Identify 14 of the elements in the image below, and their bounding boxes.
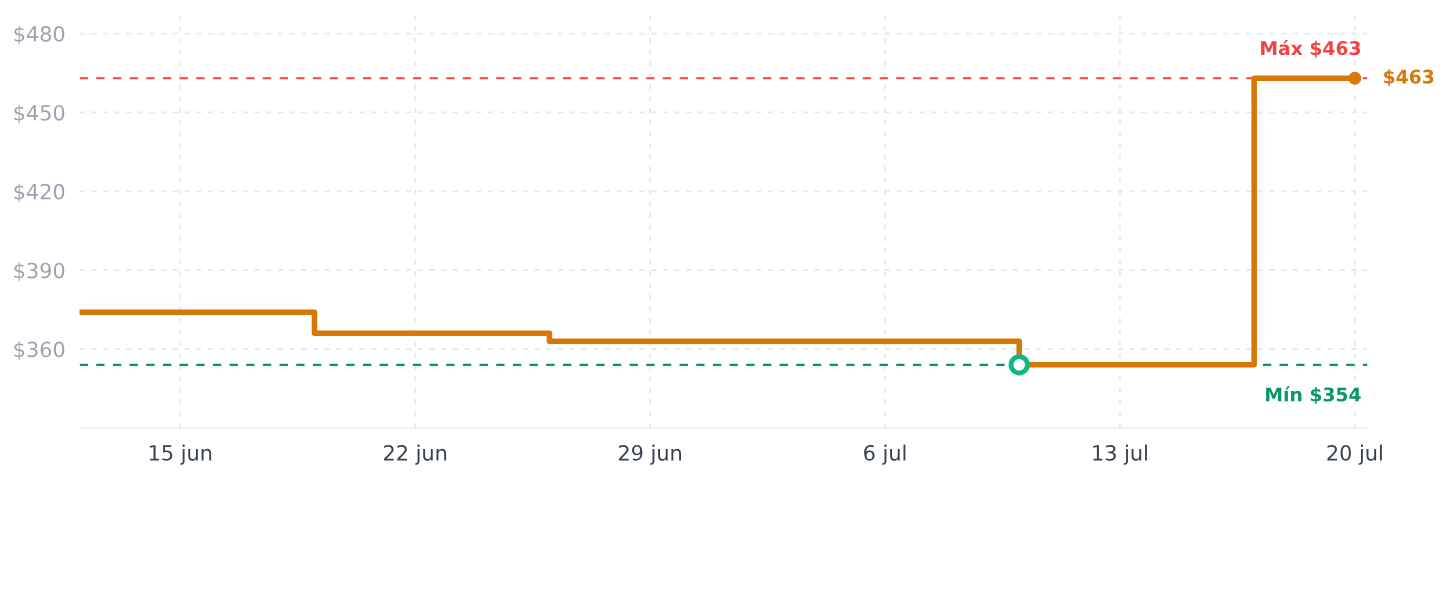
y-tick-label: $450 [14, 104, 65, 124]
y-tick-label: $360 [14, 341, 65, 361]
ref-line-label: Máx $463 [1261, 39, 1361, 58]
x-tick-label: 29 jun [618, 444, 681, 465]
x-tick-label: 13 jul [1093, 444, 1147, 465]
x-tick-label: 22 jun [384, 444, 447, 465]
x-tick-label: 6 jul [864, 444, 906, 465]
y-tick-label: $390 [14, 262, 65, 282]
annotation: $463 [1384, 69, 1434, 87]
ref-line-label: Mín $354 [1266, 386, 1361, 405]
y-tick-label: $480 [14, 25, 65, 45]
x-tick-label: 15 jun [149, 444, 212, 465]
x-tick-label: 20 jul [1327, 444, 1382, 465]
y-tick-label: $420 [14, 183, 65, 203]
